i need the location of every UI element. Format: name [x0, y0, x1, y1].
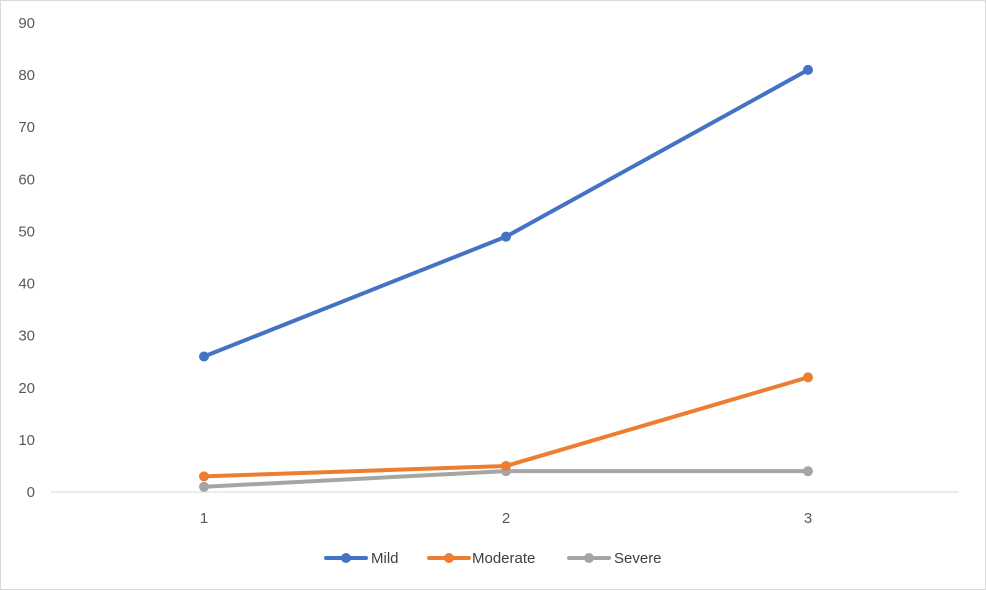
data-point-severe	[803, 466, 813, 477]
data-point-moderate	[199, 471, 209, 482]
legend: Mild Moderate Severe	[324, 550, 662, 567]
x-tick-label: 2	[502, 510, 510, 527]
data-point-mild	[199, 351, 209, 362]
data-point-moderate	[803, 372, 813, 383]
data-point-severe	[199, 481, 209, 492]
y-tick-label: 90	[18, 15, 35, 32]
y-tick-label: 40	[18, 276, 35, 293]
x-axis: 1 2 3	[51, 491, 959, 527]
y-tick-label: 20	[18, 380, 35, 397]
series-layer	[199, 64, 813, 492]
data-point-mild	[501, 231, 511, 242]
y-tick-label: 80	[18, 67, 35, 84]
legend-label-moderate: Moderate	[472, 550, 535, 567]
legend-marker-moderate	[444, 553, 454, 563]
legend-marker-severe	[584, 553, 594, 563]
data-point-moderate	[501, 460, 511, 471]
data-point-mild	[803, 64, 813, 75]
y-tick-label: 10	[18, 432, 35, 449]
y-tick-label: 70	[18, 119, 35, 136]
y-tick-label: 50	[18, 223, 35, 240]
y-tick-label: 60	[18, 171, 35, 188]
x-tick-label: 1	[200, 510, 208, 527]
legend-label-mild: Mild	[371, 550, 399, 567]
legend-marker-mild	[341, 553, 351, 563]
y-tick-label: 0	[27, 484, 35, 501]
y-axis-ticks: 0 10 20 30 40 50 60 70 80 90	[18, 15, 35, 501]
x-tick-label: 3	[804, 510, 812, 527]
series-line-mild	[202, 67, 810, 359]
legend-label-severe: Severe	[614, 550, 662, 567]
y-tick-label: 30	[18, 328, 35, 345]
